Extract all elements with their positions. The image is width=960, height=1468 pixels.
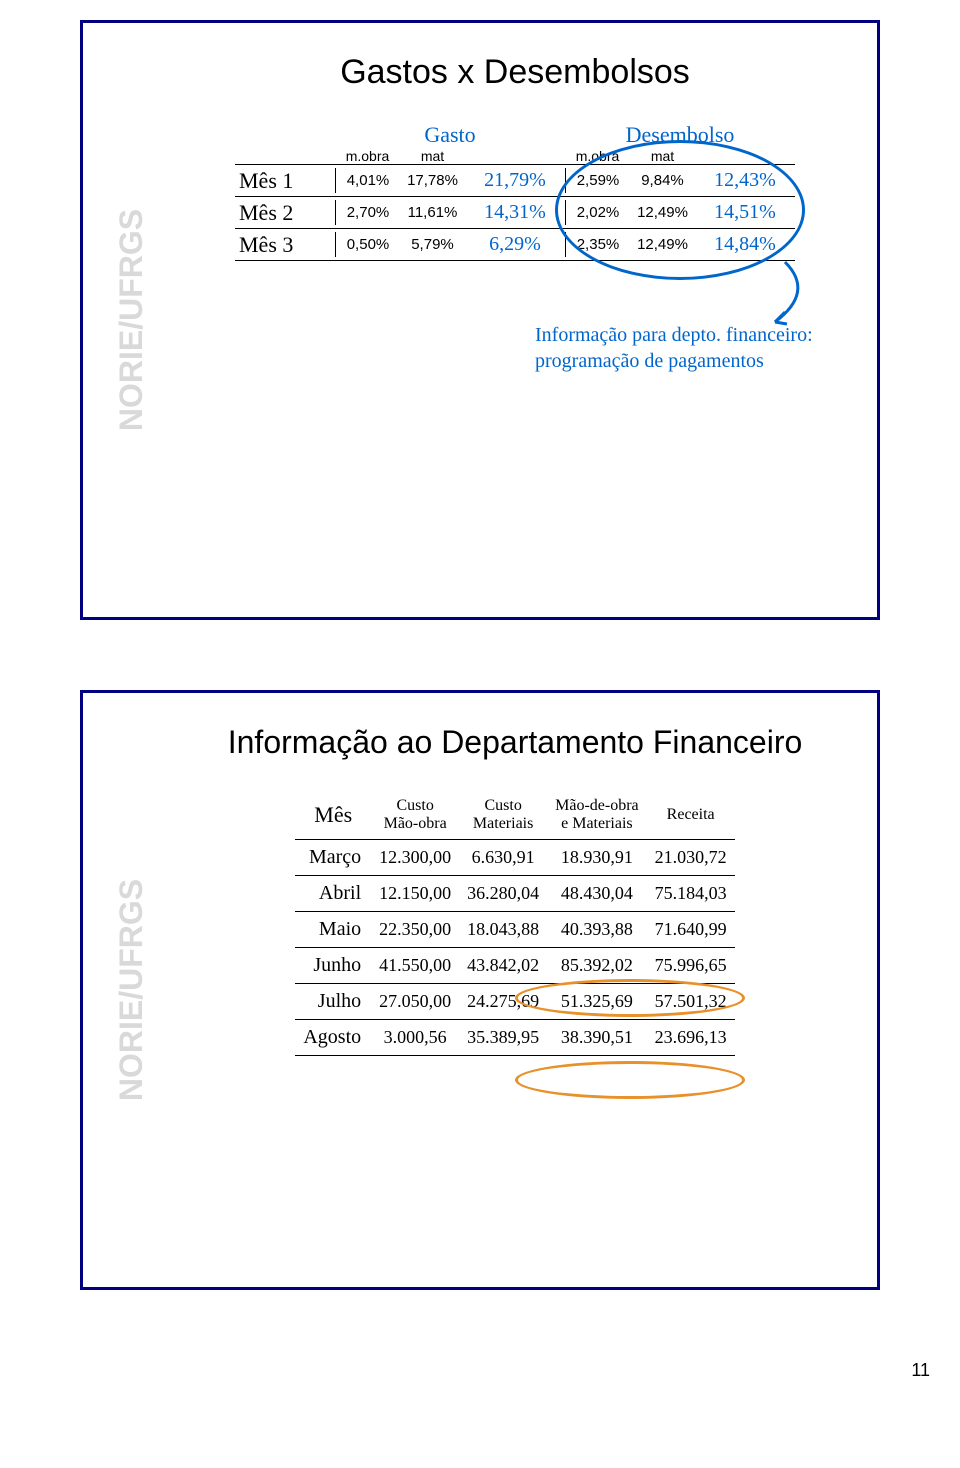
col-custo-mat: CustoMateriais — [459, 791, 547, 839]
cell-total: 14,31% — [465, 197, 565, 228]
cell: 12,49% — [630, 200, 695, 225]
cell: 38.390,51 — [547, 1019, 647, 1055]
table-row: Maio22.350,0018.043,8840.393,8871.640,99 — [295, 911, 734, 947]
table-row: Mês 14,01%17,78%21,79%2,59%9,84%12,43% — [235, 164, 795, 196]
cell: 24.275,69 — [459, 983, 547, 1019]
table-row: Agosto3.000,5635.389,9538.390,5123.696,1… — [295, 1019, 734, 1055]
cell: 35.389,95 — [459, 1019, 547, 1055]
cell: 75.184,03 — [647, 875, 735, 911]
table-row: Abril12.150,0036.280,0448.430,0475.184,0… — [295, 875, 734, 911]
page-number: 11 — [0, 1360, 960, 1381]
cell-total: 6,29% — [465, 229, 565, 260]
cell: 18.043,88 — [459, 911, 547, 947]
col-receita: Receita — [647, 791, 735, 839]
cell-total: 14,84% — [695, 229, 795, 260]
cell-mes: Julho — [295, 983, 371, 1019]
sub-mobra-d: m.obra — [565, 148, 630, 164]
cell: 57.501,32 — [647, 983, 735, 1019]
cell: 27.050,00 — [371, 983, 459, 1019]
cell: 71.640,99 — [647, 911, 735, 947]
table-row: Março12.300,006.630,9118.930,9121.030,72 — [295, 839, 734, 875]
cell: 18.930,91 — [547, 839, 647, 875]
cell: 48.430,04 — [547, 875, 647, 911]
col-mao-mat: Mão-de-obrae Materiais — [547, 791, 647, 839]
row-label: Mês 1 — [235, 168, 335, 194]
finance-header-row: Mês CustoMão-obra CustoMateriais Mão-de-… — [295, 791, 734, 839]
annotation-text: Informação para depto. financeiro: progr… — [535, 322, 815, 374]
cell: 40.393,88 — [547, 911, 647, 947]
cell: 43.842,02 — [459, 947, 547, 983]
row-label: Mês 2 — [235, 200, 335, 226]
table-row: Mês 22,70%11,61%14,31%2,02%12,49%14,51% — [235, 196, 795, 228]
cell: 21.030,72 — [647, 839, 735, 875]
cell-mes: Agosto — [295, 1019, 371, 1055]
table-row: Mês 30,50%5,79%6,29%2,35%12,49%14,84% — [235, 228, 795, 261]
finance-table: Mês CustoMão-obra CustoMateriais Mão-de-… — [295, 791, 734, 1055]
side-label-2: NORIE/UFRGS — [113, 879, 150, 1101]
sub-mobra-g: m.obra — [335, 148, 400, 164]
cell: 12,49% — [630, 232, 695, 257]
cell: 23.696,13 — [647, 1019, 735, 1055]
table-row: Junho41.550,0043.842,0285.392,0275.996,6… — [295, 947, 734, 983]
cell: 4,01% — [335, 168, 400, 193]
cell: 85.392,02 — [547, 947, 647, 983]
cell: 5,79% — [400, 232, 465, 257]
slide-2: NORIE/UFRGS Informação ao Departamento F… — [80, 690, 880, 1290]
row-label: Mês 3 — [235, 232, 335, 258]
cell: 11,61% — [400, 200, 465, 225]
header-desembolso: Desembolso — [565, 122, 795, 148]
highlight-oval — [515, 1061, 745, 1099]
cell: 2,70% — [335, 200, 400, 225]
cell: 2,02% — [565, 200, 630, 225]
cell-mes: Maio — [295, 911, 371, 947]
cell: 2,35% — [565, 232, 630, 257]
header-gasto: Gasto — [335, 122, 565, 148]
table-row: Julho27.050,0024.275,6951.325,6957.501,3… — [295, 983, 734, 1019]
cell-mes: Abril — [295, 875, 371, 911]
cell: 41.550,00 — [371, 947, 459, 983]
finance-table-wrap: Mês CustoMão-obra CustoMateriais Mão-de-… — [235, 791, 795, 1055]
cell: 36.280,04 — [459, 875, 547, 911]
side-label: NORIE/UFRGS — [113, 209, 150, 431]
col-mes: Mês — [295, 791, 371, 839]
cell: 51.325,69 — [547, 983, 647, 1019]
col-custo-mao: CustoMão-obra — [371, 791, 459, 839]
cell: 0,50% — [335, 232, 400, 257]
gasto-desembolso-table: Gasto Desembolso m.obra mat m.obra mat M… — [235, 122, 795, 261]
cell: 3.000,56 — [371, 1019, 459, 1055]
group-header-row: Gasto Desembolso — [235, 122, 795, 148]
cell: 2,59% — [565, 168, 630, 193]
sub-mat-d: mat — [630, 148, 695, 164]
cell-total: 21,79% — [465, 165, 565, 196]
cell-mes: Março — [295, 839, 371, 875]
slide1-title: Gastos x Desembolsos — [193, 53, 837, 92]
cell: 9,84% — [630, 168, 695, 193]
cell: 12.150,00 — [371, 875, 459, 911]
cell-total: 14,51% — [695, 197, 795, 228]
cell: 6.630,91 — [459, 839, 547, 875]
cell: 22.350,00 — [371, 911, 459, 947]
sub-header-row: m.obra mat m.obra mat — [235, 148, 795, 164]
cell: 12.300,00 — [371, 839, 459, 875]
cell-mes: Junho — [295, 947, 371, 983]
sub-mat-g: mat — [400, 148, 465, 164]
slide2-title: Informação ao Departamento Financeiro — [193, 723, 837, 761]
slide-1: NORIE/UFRGS Gastos x Desembolsos Gasto D… — [80, 20, 880, 620]
cell-total: 12,43% — [695, 165, 795, 196]
cell: 17,78% — [400, 168, 465, 193]
cell: 75.996,65 — [647, 947, 735, 983]
